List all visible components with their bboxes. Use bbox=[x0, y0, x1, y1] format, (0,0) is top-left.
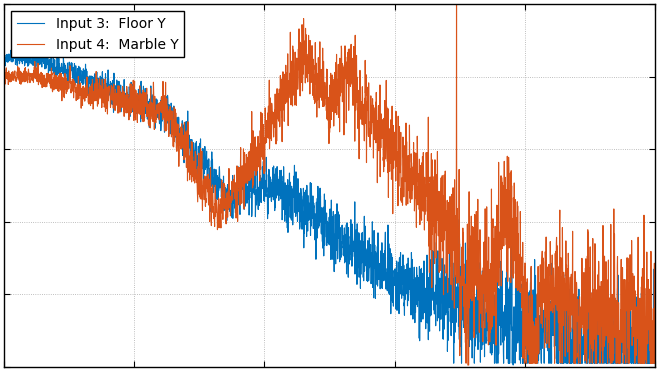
Input 3:  Floor Y: (0, 0.853): Floor Y: (0, 0.853) bbox=[0, 55, 8, 60]
Input 4:  Marble Y: (0.173, 0.721): Marble Y: (0.173, 0.721) bbox=[113, 103, 121, 108]
Input 3:  Floor Y: (0.174, 0.739): Floor Y: (0.174, 0.739) bbox=[113, 96, 121, 101]
Input 3:  Floor Y: (1, 0.0117): Floor Y: (1, 0.0117) bbox=[651, 360, 659, 365]
Input 4:  Marble Y: (0.713, 0.005): Marble Y: (0.713, 0.005) bbox=[464, 363, 472, 367]
Input 3:  Floor Y: (0.114, 0.809): Floor Y: (0.114, 0.809) bbox=[74, 71, 82, 76]
Input 3:  Floor Y: (0.873, 0.185): Floor Y: (0.873, 0.185) bbox=[569, 298, 577, 302]
Input 3:  Floor Y: (0.782, 0.005): Floor Y: (0.782, 0.005) bbox=[509, 363, 517, 367]
Input 4:  Marble Y: (1, 0.01): Marble Y: (1, 0.01) bbox=[651, 361, 659, 365]
Input 3:  Floor Y: (0.427, 0.406): Floor Y: (0.427, 0.406) bbox=[278, 217, 286, 222]
Line: Input 4:  Marble Y: Input 4: Marble Y bbox=[4, 0, 655, 365]
Input 4:  Marble Y: (0, 0.812): Marble Y: (0, 0.812) bbox=[0, 70, 8, 75]
Input 4:  Marble Y: (0.873, 0.208): Marble Y: (0.873, 0.208) bbox=[569, 289, 577, 293]
Input 4:  Marble Y: (0.114, 0.8): Marble Y: (0.114, 0.8) bbox=[74, 74, 82, 79]
Input 3:  Floor Y: (0.0463, 0.887): Floor Y: (0.0463, 0.887) bbox=[30, 43, 38, 47]
Input 3:  Floor Y: (0.384, 0.525): Floor Y: (0.384, 0.525) bbox=[250, 174, 258, 178]
Input 4:  Marble Y: (0.427, 0.794): Marble Y: (0.427, 0.794) bbox=[278, 77, 286, 81]
Input 3:  Floor Y: (0.981, 0.0954): Floor Y: (0.981, 0.0954) bbox=[639, 330, 646, 335]
Input 4:  Marble Y: (0.981, 0.271): Marble Y: (0.981, 0.271) bbox=[639, 266, 646, 271]
Legend: Input 3:  Floor Y, Input 4:  Marble Y: Input 3: Floor Y, Input 4: Marble Y bbox=[11, 11, 184, 57]
Line: Input 3:  Floor Y: Input 3: Floor Y bbox=[4, 45, 655, 365]
Input 4:  Marble Y: (0.383, 0.557): Marble Y: (0.383, 0.557) bbox=[250, 163, 258, 167]
